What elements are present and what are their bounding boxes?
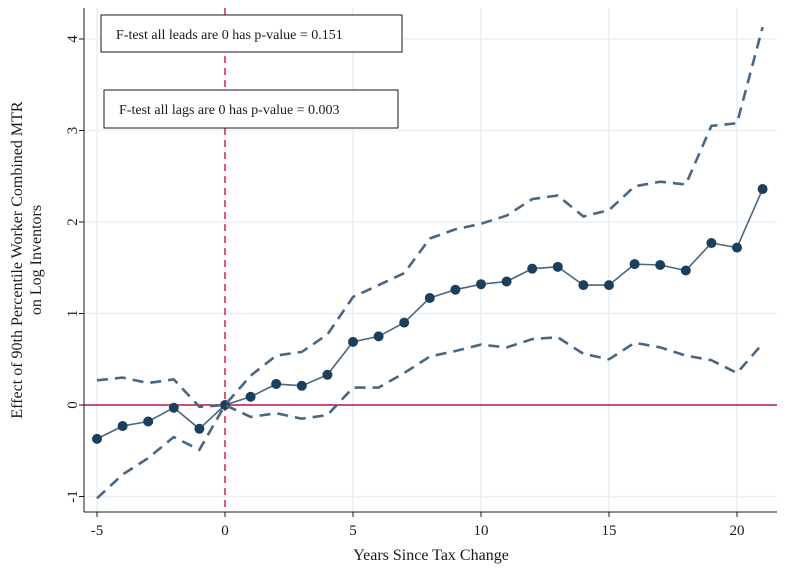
estimate-point <box>527 263 538 274</box>
estimate-point <box>271 378 282 389</box>
estimate-point <box>476 279 486 290</box>
estimate-point <box>680 265 691 276</box>
estimate-point <box>399 317 410 328</box>
estimate-point <box>168 402 179 413</box>
y-tick-label: -1 <box>65 490 81 503</box>
estimate-point <box>552 261 563 272</box>
estimate-point <box>501 276 512 287</box>
estimate-point <box>245 391 256 402</box>
y-tick-label: 4 <box>65 35 81 43</box>
x-axis-title: Years Since Tax Change <box>353 547 509 564</box>
y-tick-label: 2 <box>65 218 81 226</box>
estimate-point <box>578 280 589 291</box>
estimate-point <box>732 242 742 253</box>
estimate-point <box>629 259 640 270</box>
estimate-point <box>143 416 154 427</box>
estimate-point <box>373 331 384 342</box>
x-tick-label: 20 <box>730 523 745 539</box>
y-tick-label: 0 <box>65 401 81 409</box>
estimate-point <box>117 421 128 432</box>
grid-lines <box>84 8 777 512</box>
y-tick-label: 1 <box>65 310 81 318</box>
annotation-lags: F-test all lags are 0 has p-value = 0.00… <box>103 89 399 129</box>
y-tick-label: 3 <box>65 127 81 135</box>
reference-lines <box>84 8 777 512</box>
annotation-lags-text: F-test all lags are 0 has p-value = 0.00… <box>119 103 340 118</box>
estimate-point <box>706 238 717 249</box>
annotation-box-lags <box>103 89 399 129</box>
lower-ci-line <box>96 335 764 500</box>
estimate-point <box>348 336 358 347</box>
x-tick-label: 10 <box>474 523 489 539</box>
estimate-point <box>757 184 768 195</box>
estimate-point <box>450 284 461 295</box>
estimate-point <box>92 433 102 444</box>
estimate-point <box>655 260 666 271</box>
x-tick-label: -5 <box>91 523 104 539</box>
annotation-leads-text: F-test all leads are 0 has p-value = 0.1… <box>116 28 343 43</box>
axes: -1 0 1 2 3 4 -5 0 5 10 15 20 <box>65 8 777 539</box>
x-tick-label: 15 <box>602 523 617 539</box>
annotation-box-leads <box>100 14 403 53</box>
y-axis-title-line1: Effect of 90th Percentile Worker Combine… <box>9 101 26 418</box>
series-layer <box>92 26 768 500</box>
x-tick-label: 5 <box>349 523 357 539</box>
estimate-point <box>424 292 435 303</box>
y-axis-title-line2: on Log Inventors <box>28 205 45 315</box>
annotation-leads: F-test all leads are 0 has p-value = 0.1… <box>100 14 403 53</box>
x-tick-label: 0 <box>221 523 229 539</box>
upper-ci-line <box>96 26 764 409</box>
estimate-point <box>604 280 614 291</box>
estimate-point <box>296 380 307 391</box>
estimate-point <box>322 369 333 380</box>
estimate-point <box>194 423 205 434</box>
